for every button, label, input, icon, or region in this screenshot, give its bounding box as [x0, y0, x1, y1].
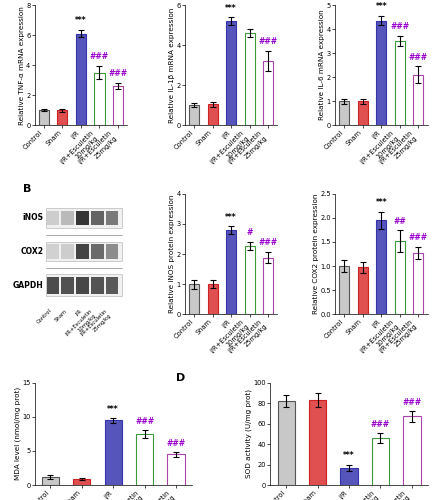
Bar	[340, 468, 358, 485]
Text: ###: ###	[371, 420, 390, 429]
Bar	[226, 230, 236, 314]
Bar	[167, 454, 184, 485]
Bar	[57, 110, 67, 126]
Text: ***: ***	[226, 212, 237, 222]
Bar	[47, 244, 59, 259]
Text: ***: ***	[375, 2, 387, 11]
Y-axis label: Relative IL-1β mRNA expression: Relative IL-1β mRNA expression	[169, 8, 175, 123]
Text: B: B	[23, 184, 32, 194]
Bar	[76, 277, 89, 293]
Bar	[372, 438, 389, 485]
Bar	[73, 479, 90, 485]
Bar	[76, 244, 89, 259]
Bar	[189, 106, 199, 126]
Text: COX2: COX2	[21, 247, 44, 256]
Text: ###: ###	[390, 22, 410, 31]
Y-axis label: MDA level (nmol/mg prot): MDA level (nmol/mg prot)	[14, 388, 21, 480]
Text: ***: ***	[226, 4, 237, 13]
Bar	[61, 244, 74, 259]
Bar	[403, 416, 420, 485]
Bar	[91, 277, 104, 293]
Text: D: D	[176, 372, 185, 382]
Bar	[106, 277, 118, 293]
Text: I/R: I/R	[74, 308, 83, 316]
Bar	[207, 284, 218, 314]
Bar	[76, 34, 86, 126]
Text: I/R+Esculetin
25mg/kg: I/R+Esculetin 25mg/kg	[79, 308, 112, 341]
Bar	[413, 253, 423, 314]
Bar	[136, 434, 153, 485]
Bar	[47, 210, 59, 225]
Bar	[39, 110, 49, 126]
Bar	[91, 244, 104, 259]
Bar	[263, 258, 273, 314]
Bar	[76, 210, 89, 225]
Bar	[245, 246, 255, 314]
Bar	[47, 277, 59, 293]
Text: I/R+Esculetin
10mg/kg: I/R+Esculetin 10mg/kg	[65, 308, 97, 341]
Bar	[245, 33, 255, 126]
Bar	[189, 284, 199, 314]
Text: #: #	[247, 228, 253, 237]
Text: ###: ###	[409, 233, 428, 242]
Text: ***: ***	[343, 452, 355, 460]
Bar	[376, 20, 386, 126]
Bar	[395, 241, 405, 314]
Bar	[42, 477, 59, 485]
Bar	[376, 220, 386, 314]
Y-axis label: SOD activity (U/mg prot): SOD activity (U/mg prot)	[246, 390, 252, 478]
Bar	[46, 274, 122, 296]
Bar	[413, 75, 423, 126]
Text: ###: ###	[108, 70, 127, 78]
Bar	[61, 277, 74, 293]
Text: ***: ***	[108, 404, 119, 413]
Bar	[339, 266, 349, 314]
Bar	[263, 61, 273, 126]
Bar	[339, 101, 349, 126]
Bar	[46, 208, 122, 228]
Bar	[91, 210, 104, 225]
Text: Sham: Sham	[54, 308, 68, 322]
Text: ###: ###	[135, 417, 154, 426]
Bar	[113, 86, 123, 126]
Y-axis label: Relative IL-6 mRNA expression: Relative IL-6 mRNA expression	[319, 10, 325, 120]
Text: Control: Control	[36, 308, 53, 325]
Y-axis label: Relative iNOS protein expression: Relative iNOS protein expression	[169, 195, 175, 313]
Text: iNOS: iNOS	[23, 214, 44, 222]
Bar	[358, 101, 368, 126]
Bar	[309, 400, 326, 485]
Text: ###: ###	[259, 38, 278, 46]
Y-axis label: Relative COX2 protein expression: Relative COX2 protein expression	[313, 194, 319, 314]
Bar	[105, 420, 122, 485]
Bar	[106, 210, 118, 225]
Text: ##: ##	[394, 216, 406, 226]
Bar	[395, 41, 405, 125]
Bar	[94, 72, 105, 126]
Bar	[207, 104, 218, 126]
Bar	[61, 210, 74, 225]
Bar	[358, 268, 368, 314]
Text: ###: ###	[90, 52, 109, 61]
Text: ***: ***	[75, 16, 87, 25]
Text: ***: ***	[375, 198, 387, 207]
Text: ###: ###	[166, 438, 186, 448]
Y-axis label: Relative TNF-α mRNA expression: Relative TNF-α mRNA expression	[19, 6, 25, 124]
Bar	[278, 401, 295, 485]
Text: ###: ###	[402, 398, 422, 407]
Text: GAPDH: GAPDH	[13, 281, 44, 290]
Bar	[106, 244, 118, 259]
Bar	[226, 21, 236, 126]
Text: ###: ###	[259, 238, 278, 248]
Text: ###: ###	[409, 52, 428, 62]
Bar	[46, 242, 122, 261]
